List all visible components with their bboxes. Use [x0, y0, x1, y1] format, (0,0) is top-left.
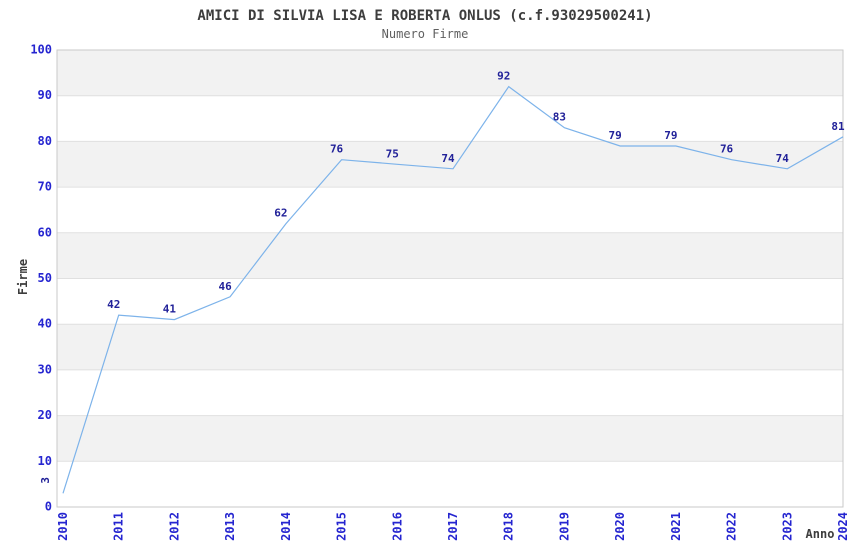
chart-title: AMICI DI SILVIA LISA E ROBERTA ONLUS (c.…	[197, 8, 652, 24]
data-value-label: 81	[831, 120, 845, 133]
y-tick-label: 30	[38, 362, 52, 376]
data-value-label: 83	[553, 111, 566, 124]
data-value-label: 3	[39, 477, 52, 484]
grid-band	[57, 415, 843, 462]
x-tick-label: 2015	[335, 512, 349, 541]
grid-band	[57, 369, 843, 416]
data-value-label: 74	[776, 152, 790, 165]
data-value-labels: 3 42 41 46 62 76 75 74 92 83 79 79 76 74 81	[39, 70, 845, 484]
x-tick-label: 2010	[56, 512, 70, 541]
x-tick-label: 2022	[725, 512, 739, 541]
y-tick-label: 50	[38, 271, 52, 285]
gridlines	[57, 95, 843, 462]
y-tick-label: 90	[38, 88, 52, 102]
data-value-label: 42	[107, 298, 120, 311]
plot-border	[56, 49, 844, 508]
grid-band	[57, 232, 843, 279]
x-tick-label: 2016	[390, 512, 404, 541]
x-tick-label: 2013	[223, 512, 237, 541]
x-tick-label: 2020	[613, 512, 627, 541]
data-value-label: 41	[163, 303, 177, 316]
plot-bands	[57, 50, 843, 507]
y-tick-label: 60	[38, 225, 52, 239]
grid-band	[57, 187, 843, 233]
x-tick-label: 2023	[780, 512, 794, 541]
x-tick-label: 2011	[112, 512, 126, 541]
data-value-label: 76	[720, 143, 734, 156]
chart-subtitle: Numero Firme	[382, 27, 469, 41]
x-tick-label: 2019	[557, 512, 571, 541]
y-axis-title: Firme	[16, 259, 30, 295]
grid-band	[57, 141, 843, 188]
x-axis-tick-labels: 2010 2011 2012 2013 2014 2015 2016 2017 2018 2019…	[56, 512, 850, 541]
data-value-label: 76	[330, 143, 344, 156]
x-tick-label: 2021	[669, 512, 683, 541]
grid-band	[57, 324, 843, 370]
y-tick-label: 80	[38, 134, 52, 148]
x-tick-label: 2024	[836, 512, 850, 541]
grid-band	[57, 50, 843, 96]
grid-band	[57, 461, 843, 507]
data-value-label: 46	[219, 280, 233, 293]
data-value-label: 79	[609, 129, 622, 142]
data-value-label: 75	[386, 147, 399, 160]
grid-band	[57, 95, 843, 142]
x-tick-label: 2017	[446, 512, 460, 541]
data-value-label: 62	[274, 207, 287, 220]
y-tick-label: 70	[38, 180, 52, 194]
grid-band	[57, 278, 843, 325]
y-tick-label: 100	[30, 43, 52, 57]
x-axis-title: Anno	[806, 527, 835, 541]
y-tick-label: 10	[38, 454, 52, 468]
x-tick-label: 2018	[502, 512, 516, 541]
y-axis-tick-labels: 0 10 20 30 40 50 60 70 80 90 100	[30, 43, 52, 514]
data-value-label: 79	[664, 129, 677, 142]
data-value-label: 92	[497, 70, 510, 83]
x-tick-label: 2014	[279, 512, 293, 541]
y-tick-label: 20	[38, 408, 52, 422]
data-value-label: 74	[441, 152, 455, 165]
series-line	[62, 85, 844, 494]
y-tick-label: 40	[38, 317, 52, 331]
y-tick-label: 0	[45, 500, 52, 514]
x-tick-label: 2012	[167, 512, 181, 541]
